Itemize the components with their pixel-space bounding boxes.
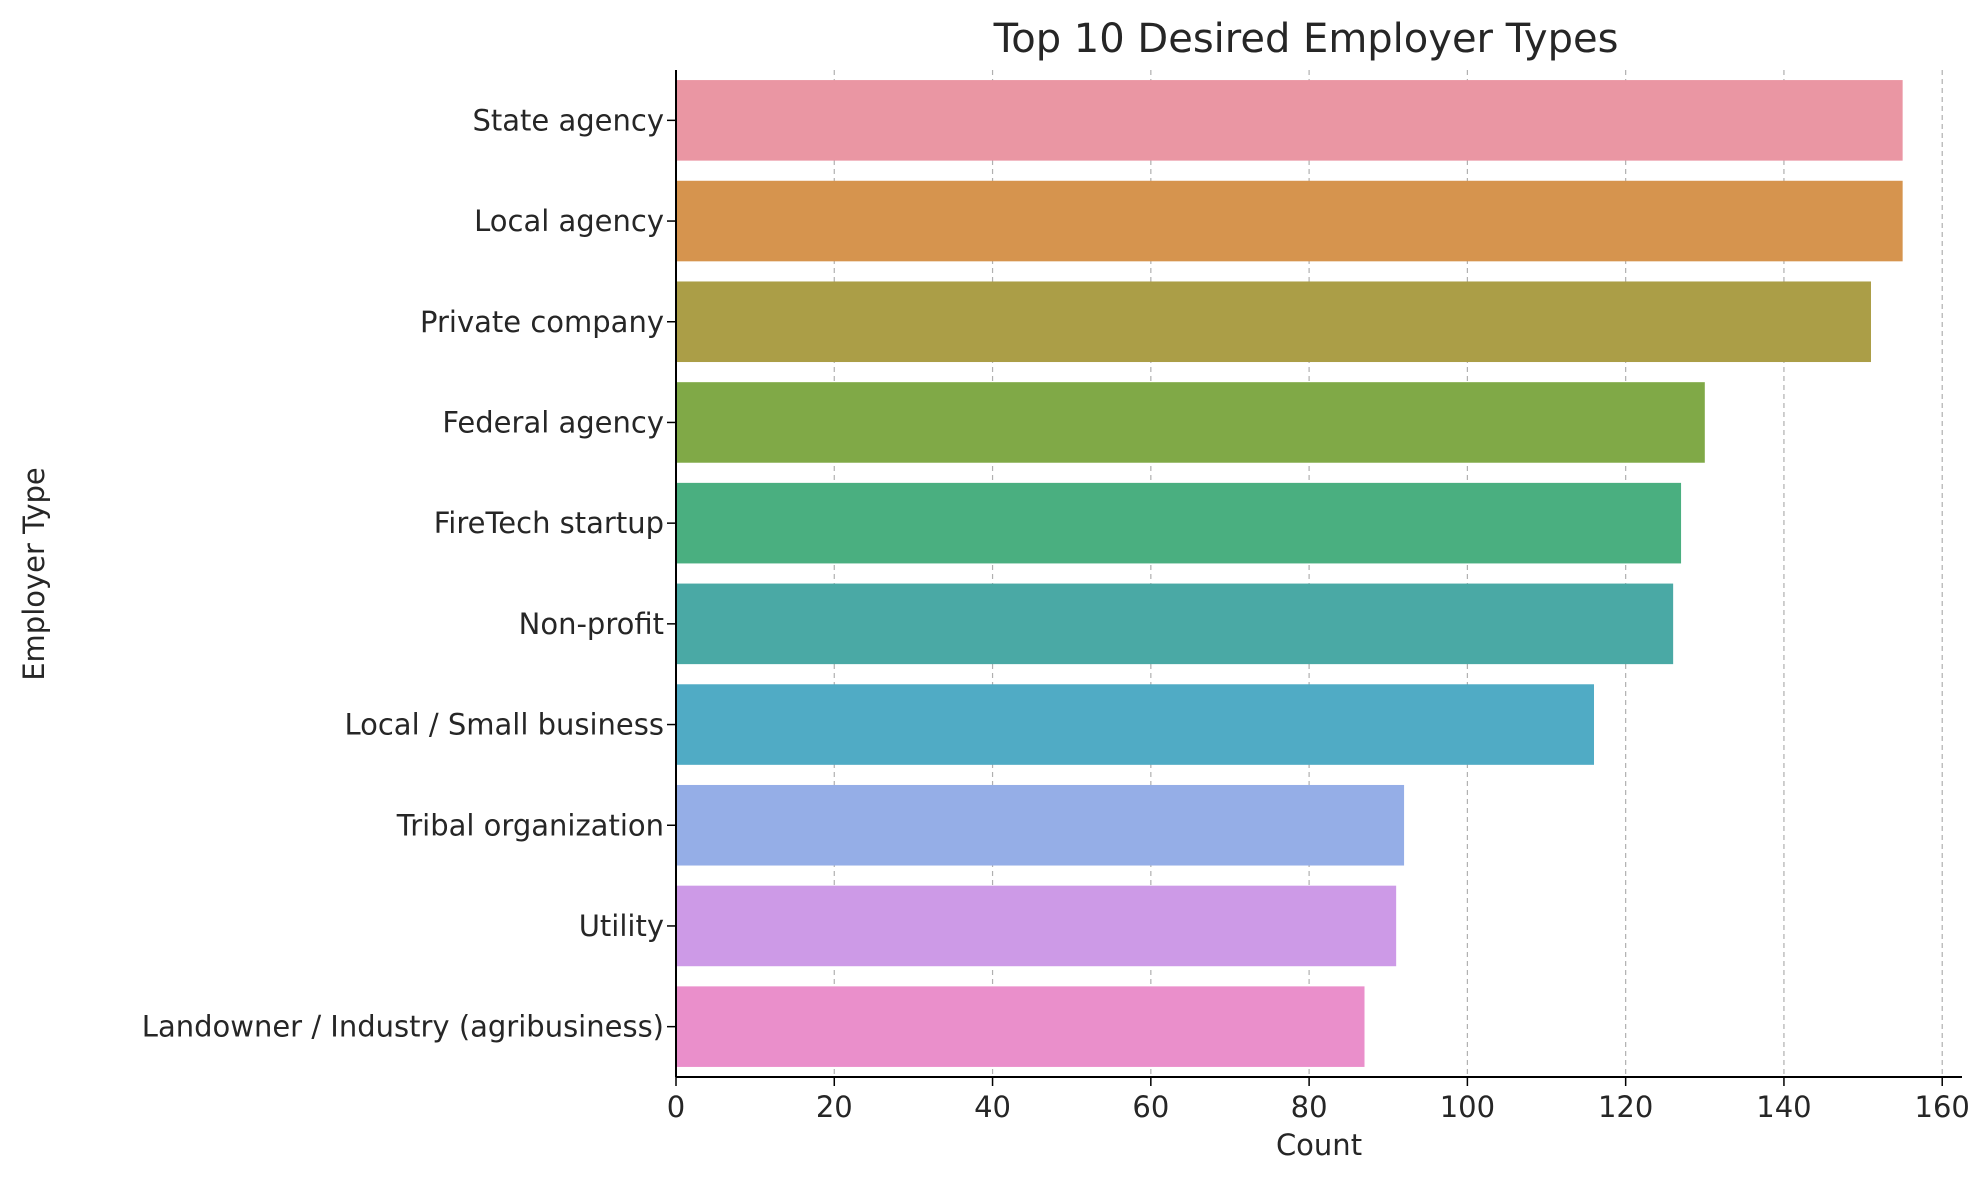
x-tick-label: 60 bbox=[1132, 1090, 1169, 1124]
x-tick-label: 160 bbox=[1915, 1090, 1970, 1124]
y-axis-label: Employer Type bbox=[17, 467, 51, 681]
bar bbox=[676, 382, 1705, 463]
y-tick-label: Local agency bbox=[474, 204, 664, 238]
bar bbox=[676, 583, 1674, 665]
x-tick-label: 140 bbox=[1756, 1090, 1811, 1124]
y-tick-label: Utility bbox=[579, 909, 664, 943]
x-axis-label: Count bbox=[1276, 1128, 1362, 1162]
y-tick-label: State agency bbox=[473, 103, 665, 137]
bars bbox=[676, 80, 1903, 1067]
y-ticks: State agency Local agency Private company F… bbox=[142, 103, 676, 1044]
bar bbox=[676, 885, 1397, 967]
x-tick-label: 100 bbox=[1440, 1090, 1495, 1124]
bar bbox=[676, 482, 1682, 564]
y-tick-label: Local / Small business bbox=[344, 708, 664, 742]
y-tick-label: Tribal organization bbox=[396, 808, 664, 842]
x-tick-label: 0 bbox=[667, 1090, 685, 1124]
bar bbox=[676, 684, 1595, 765]
x-tick-label: 40 bbox=[974, 1090, 1011, 1124]
bar bbox=[676, 784, 1405, 866]
bar bbox=[676, 180, 1903, 262]
chart-title: Top 10 Desired Employer Types bbox=[993, 16, 1619, 62]
bar bbox=[676, 80, 1903, 161]
bar bbox=[676, 986, 1365, 1067]
y-tick-label: Non-profit bbox=[519, 607, 664, 641]
x-tick-label: 120 bbox=[1598, 1090, 1653, 1124]
y-tick-label: Federal agency bbox=[442, 405, 664, 439]
y-tick-label: Private company bbox=[420, 305, 664, 339]
x-tick-label: 20 bbox=[816, 1090, 853, 1124]
x-tick-label: 80 bbox=[1291, 1090, 1328, 1124]
y-tick-label: Landowner / Industry (agribusiness) bbox=[142, 1010, 664, 1044]
y-tick-label: FireTech startup bbox=[434, 506, 664, 540]
bar bbox=[676, 281, 1871, 363]
x-ticks: 0 20 40 60 80 100 120 140 160 bbox=[667, 1077, 1970, 1124]
